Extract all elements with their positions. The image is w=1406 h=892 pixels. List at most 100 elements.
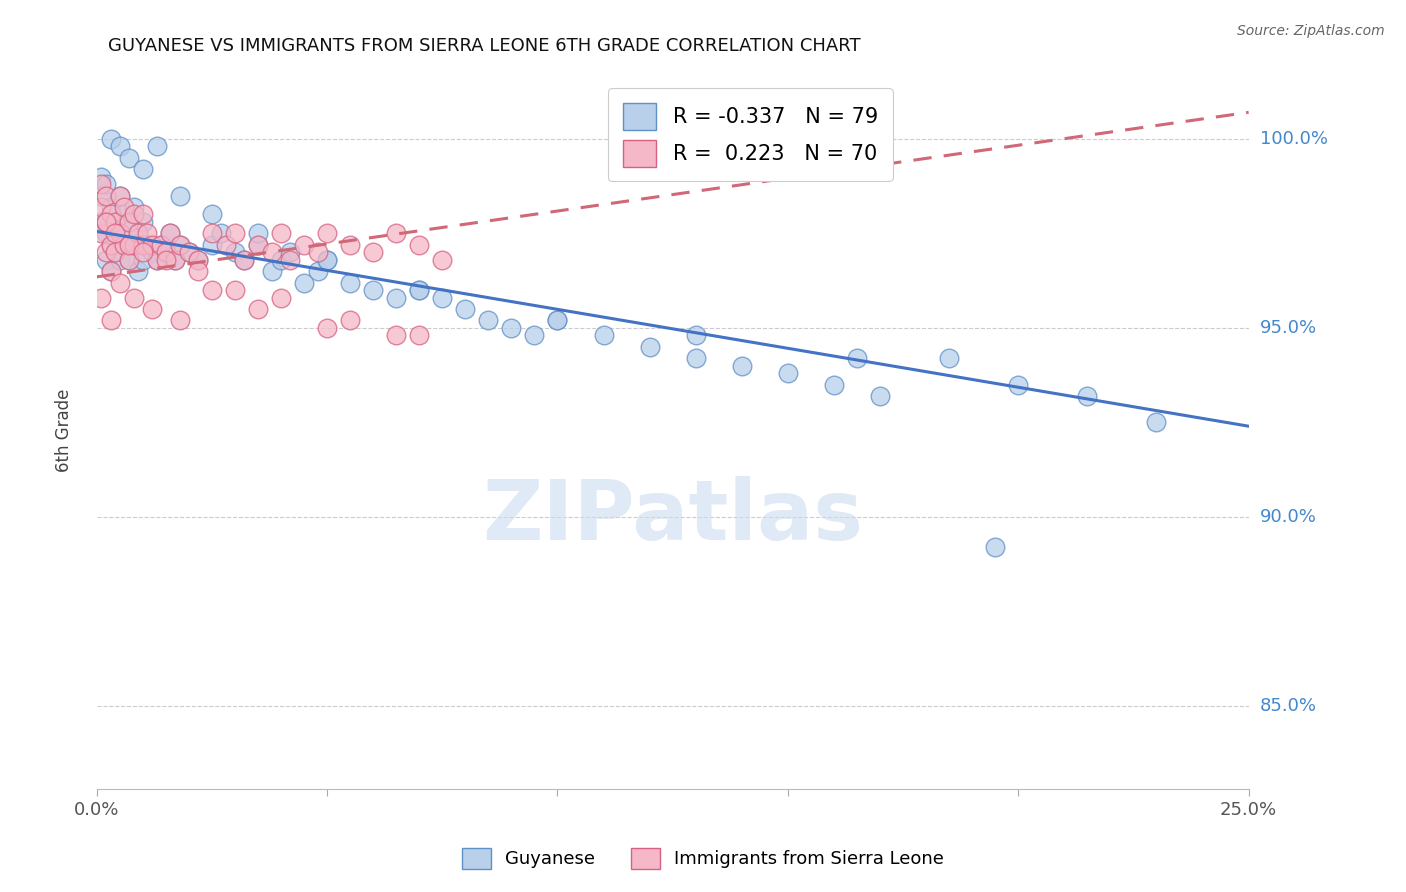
Legend: Guyanese, Immigrants from Sierra Leone: Guyanese, Immigrants from Sierra Leone [454,840,952,876]
Point [90,291,112,305]
Point [108,188,131,202]
Point [100,132,122,146]
Point [90,169,112,184]
Point [246,227,269,241]
Point [685,328,707,343]
Point [638,340,661,354]
Point [90,227,112,241]
Point [112,237,135,252]
Point [100,313,122,327]
Point [246,301,269,316]
Point [132,207,155,221]
Point [270,291,292,305]
Point [100,237,122,252]
Point [385,291,408,305]
Point [118,215,141,229]
Point [108,276,131,290]
Point [127,264,149,278]
Point [100,264,122,278]
Point [432,252,454,267]
Text: GUYANESE VS IMMIGRANTS FROM SIERRA LEONE 6TH GRADE CORRELATION CHART: GUYANESE VS IMMIGRANTS FROM SIERRA LEONE… [108,37,860,55]
Point [278,245,301,260]
Point [118,237,141,252]
Point [112,200,135,214]
Point [592,328,614,343]
Point [104,245,127,260]
Point [233,252,256,267]
Point [408,237,430,252]
Point [209,227,232,241]
Point [100,264,122,278]
Point [201,227,224,241]
Point [846,351,869,365]
Point [122,237,145,252]
Point [501,321,523,335]
Point [246,237,269,252]
Point [163,252,186,267]
Point [215,237,238,252]
Point [523,328,546,343]
Point [1007,377,1029,392]
Point [339,237,361,252]
Point [159,227,181,241]
Point [108,227,131,241]
Point [155,245,177,260]
Text: Source: ZipAtlas.com: Source: ZipAtlas.com [1237,24,1385,38]
Point [100,200,122,214]
Text: ZIPatlas: ZIPatlas [482,475,863,557]
Text: 95.0%: 95.0% [1260,318,1317,337]
Point [938,351,960,365]
Point [122,291,145,305]
Point [132,162,155,177]
Point [141,237,163,252]
Point [454,301,477,316]
Text: 90.0%: 90.0% [1260,508,1316,526]
Point [108,188,131,202]
Point [201,283,224,297]
Point [118,222,141,236]
Point [94,215,117,229]
Point [224,283,246,297]
Point [90,200,112,214]
Point [100,237,122,252]
Point [163,252,186,267]
Point [432,291,454,305]
Point [316,252,339,267]
Point [136,227,159,241]
Point [94,177,117,191]
Point [145,252,167,267]
Point [685,351,707,365]
Point [132,252,155,267]
Point [316,321,339,335]
Point [145,139,167,153]
Point [141,301,163,316]
Point [132,245,155,260]
Point [361,283,384,297]
Point [1146,416,1168,430]
Point [169,313,191,327]
Point [94,227,117,241]
Point [122,207,145,221]
Point [112,237,135,252]
Point [339,276,361,290]
Point [108,139,131,153]
Legend: R = -0.337   N = 79, R =  0.223   N = 70: R = -0.337 N = 79, R = 0.223 N = 70 [609,88,893,181]
Point [100,207,122,221]
Point [224,245,246,260]
Point [731,359,754,373]
Point [169,237,191,252]
Point [104,227,127,241]
Point [104,245,127,260]
Point [118,252,141,267]
Point [118,151,141,165]
Point [823,377,845,392]
Point [224,227,246,241]
Point [1076,389,1098,403]
Point [361,245,384,260]
Text: 6th Grade: 6th Grade [55,388,73,472]
Point [201,207,224,221]
Point [108,227,131,241]
Point [90,177,112,191]
Point [339,313,361,327]
Point [104,215,127,229]
